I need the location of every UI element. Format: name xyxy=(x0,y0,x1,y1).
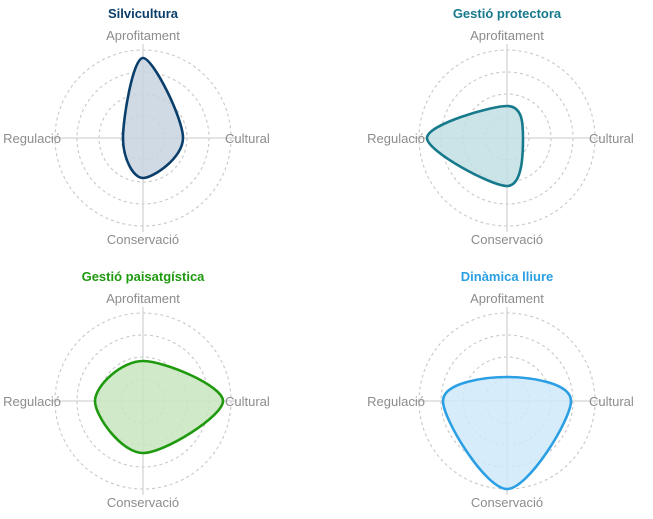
axis-label-right: Cultural xyxy=(225,131,270,146)
radar-panel-silvicultura: Silvicultura Aprofitament Cultural Conse… xyxy=(3,6,270,247)
radar-series-shape xyxy=(441,375,573,491)
axis-label-bottom: Conservació xyxy=(107,495,179,510)
axis-label-top: Aprofitament xyxy=(106,291,180,306)
radar-panel-gestio-protectora: Gestió protectora Aprofitament Cultural … xyxy=(367,6,634,247)
radar-series-shape xyxy=(93,359,225,455)
axis-labels: Aprofitament Cultural Conservació Regula… xyxy=(3,28,270,247)
axis-label-right: Cultural xyxy=(589,131,634,146)
radar-panel-dinamica-lliure: Dinàmica lliure Aprofitament Cultural Co… xyxy=(367,269,634,510)
axis-label-top: Aprofitament xyxy=(106,28,180,43)
series-area xyxy=(93,359,225,455)
axis-label-right: Cultural xyxy=(225,394,270,409)
axis-label-left: Regulació xyxy=(367,131,425,146)
axis-label-bottom: Conservació xyxy=(471,495,543,510)
axis-label-bottom: Conservació xyxy=(107,232,179,247)
radar-series-shape xyxy=(121,56,185,180)
chart-title: Silvicultura xyxy=(108,6,179,21)
axis-label-left: Regulació xyxy=(367,394,425,409)
series-area xyxy=(425,104,525,188)
axis-label-left: Regulació xyxy=(3,394,61,409)
axis-labels: Aprofitament Cultural Conservació Regula… xyxy=(3,291,270,510)
axis-labels: Aprofitament Cultural Conservació Regula… xyxy=(367,28,634,247)
chart-title: Gestió paisatgística xyxy=(82,269,206,284)
chart-title: Dinàmica lliure xyxy=(461,269,553,284)
radar-series-shape xyxy=(425,104,525,188)
axis-label-bottom: Conservació xyxy=(471,232,543,247)
axis-labels: Aprofitament Cultural Conservació Regula… xyxy=(367,291,634,510)
axis-label-top: Aprofitament xyxy=(470,28,544,43)
axis-label-right: Cultural xyxy=(589,394,634,409)
series-area xyxy=(441,375,573,491)
axis-label-left: Regulació xyxy=(3,131,61,146)
radar-panel-gestio-paisatgistica: Gestió paisatgística Aprofitament Cultur… xyxy=(3,269,270,510)
series-area xyxy=(121,56,185,180)
chart-title: Gestió protectora xyxy=(453,6,562,21)
axis-label-top: Aprofitament xyxy=(470,291,544,306)
